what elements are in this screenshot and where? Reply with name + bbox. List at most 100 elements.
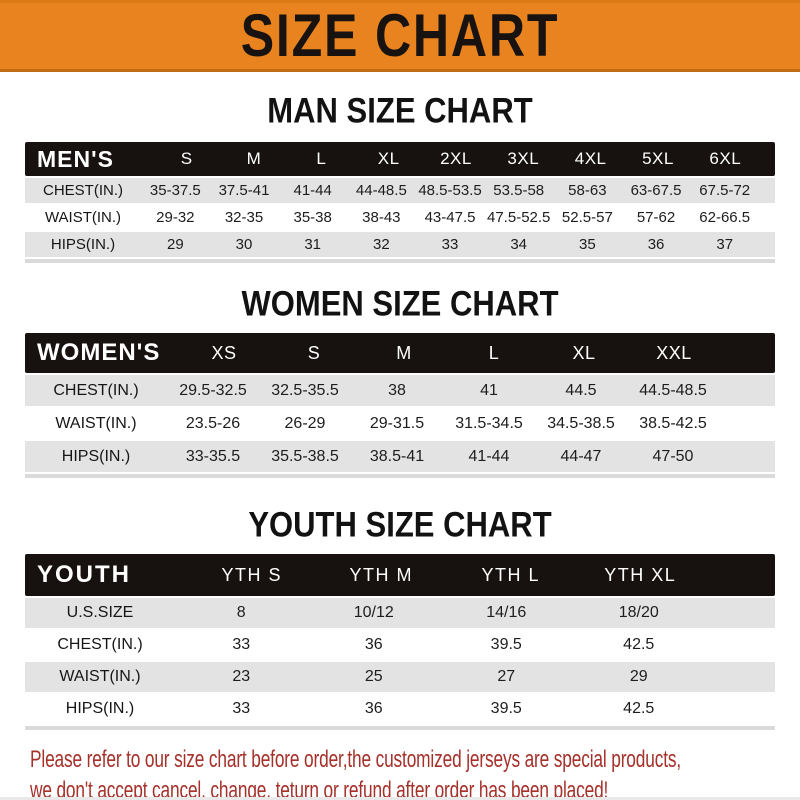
row-label: WAIST(IN.)	[59, 668, 141, 685]
size-cell: 35	[579, 236, 596, 253]
column-header: YTH XL	[604, 564, 677, 585]
size-cell: 26-29	[284, 414, 326, 432]
column-header: 4XL	[574, 149, 607, 168]
size-cell: 47.5-52.5	[487, 209, 551, 226]
row-label: WAIST(IN.)	[55, 414, 137, 432]
size-cell: 37	[716, 236, 734, 253]
size-cell: 25	[364, 668, 383, 685]
size-cell: 44.5	[565, 381, 597, 399]
row-label: HIPS(IN.)	[61, 447, 131, 465]
row-label: CHEST(IN.)	[57, 636, 143, 653]
column-header: 3XL	[507, 149, 540, 168]
size-cell: 32.5-35.5	[271, 381, 339, 399]
size-cell: 39.5	[490, 700, 522, 717]
table-header-label: YOUTH	[37, 561, 131, 588]
size-cell: 39.5	[490, 636, 522, 653]
table-bottom-strip	[25, 474, 775, 478]
column-header: S	[180, 149, 193, 168]
column-header: L	[316, 149, 327, 168]
mens-section-heading: MAN SIZE CHART	[267, 90, 533, 131]
size-cell: 23	[232, 668, 251, 685]
size-cell: 38.5-41	[369, 447, 425, 465]
row-label: WAIST(IN.)	[44, 209, 122, 226]
youth-section-heading: YOUTH SIZE CHART	[248, 504, 552, 545]
column-header: XL	[377, 149, 400, 168]
size-cell: 32-35	[224, 209, 264, 226]
size-cell: 33	[232, 636, 251, 653]
disclaimer-line-2: we don't accept cancel, change, teturn o…	[30, 777, 609, 800]
size-cell: 29-31.5	[369, 414, 425, 432]
banner-title: SIZE CHART	[240, 2, 560, 70]
table-row: WAIST(IN.) 23 25 27 29	[25, 662, 775, 692]
row-label: U.S.SIZE	[66, 604, 134, 621]
table-row: CHEST(IN.) 29.5-32.5 32.5-35.5 38 41 44.5 44.5…	[25, 375, 775, 406]
table-row: U.S.SIZE 8 10/12 14/16 18/20	[25, 598, 775, 628]
mens-size-table: MEN'S S M L XL 2XL 3XL 4XL 5XL 6XL CHEST(IN.) 35-37…	[25, 142, 775, 263]
size-cell: 10/12	[353, 604, 394, 621]
column-header: M	[246, 149, 262, 168]
size-cell: 33	[441, 236, 459, 253]
column-header: YTH M	[349, 564, 413, 585]
size-cell: 34	[510, 236, 528, 253]
size-cell: 44-47	[560, 447, 602, 465]
column-header: YTH L	[481, 564, 540, 585]
table-header-bar: WOMEN'S XS S M L XL XXL	[25, 333, 775, 373]
size-cell: 41	[480, 381, 498, 399]
size-cell: 18/20	[618, 604, 659, 621]
size-cell: 36	[647, 236, 665, 253]
size-cell: 38-43	[362, 209, 401, 226]
size-cell: 33-35.5	[185, 447, 241, 465]
size-cell: 41-44	[293, 182, 332, 199]
column-header: XS	[211, 342, 237, 363]
womens-section-heading: WOMEN SIZE CHART	[241, 283, 559, 324]
disclaimer-line-1: Please refer to our size chart before or…	[30, 746, 682, 773]
disclaimer: Please refer to our size chart before or…	[30, 744, 800, 800]
size-cell: 58-63	[568, 182, 607, 199]
size-cell: 44-48.5	[355, 182, 407, 199]
size-cell: 29.5-32.5	[179, 381, 247, 399]
row-label: CHEST(IN.)	[43, 182, 123, 199]
womens-size-table: WOMEN'S XS S M L XL XXL CHEST(IN.) 29.5-32.5 32.5…	[25, 333, 775, 478]
size-cell: 52.5-57	[561, 209, 613, 226]
size-cell: 37.5-41	[218, 182, 270, 199]
column-header: S	[307, 342, 321, 363]
size-cell: 35-38	[293, 209, 332, 226]
size-cell: 44.5-48.5	[639, 381, 707, 399]
column-header: M	[396, 342, 412, 363]
column-header: 5XL	[642, 149, 674, 168]
size-cell: 36	[364, 636, 383, 653]
size-cell: 34.5-38.5	[547, 414, 615, 432]
table-row: CHEST(IN.) 35-37.5 37.5-41 41-44 44-48.5 48.5…	[25, 178, 775, 203]
size-cell: 57-62	[636, 209, 676, 226]
size-cell: 27	[497, 668, 516, 685]
table-row: CHEST(IN.) 33 36 39.5 42.5	[25, 630, 775, 660]
table-header-bar: MEN'S S M L XL 2XL 3XL 4XL 5XL 6XL	[25, 142, 775, 176]
size-cell: 38	[388, 381, 406, 399]
size-cell: 48.5-53.5	[418, 182, 482, 199]
row-label: HIPS(IN.)	[65, 700, 135, 717]
size-cell: 30	[235, 236, 253, 253]
table-row: HIPS(IN.) 33 36 39.5 42.5	[25, 694, 775, 724]
table-row: WAIST(IN.) 29-32 32-35 35-38 38-43 43-47.5 47.…	[25, 205, 775, 230]
banner: SIZE CHART	[0, 0, 800, 72]
column-header: 6XL	[709, 149, 742, 168]
size-cell: 33	[232, 700, 251, 717]
size-cell: 29	[629, 668, 648, 685]
size-cell: 41-44	[468, 447, 510, 465]
row-label: CHEST(IN.)	[53, 381, 139, 399]
size-cell: 35.5-38.5	[271, 447, 339, 465]
size-cell: 14/16	[486, 604, 527, 621]
table-bottom-strip	[25, 726, 775, 730]
table-row: WAIST(IN.) 23.5-26 26-29 29-31.5 31.5-34.5 34…	[25, 408, 775, 439]
size-cell: 43-47.5	[424, 209, 476, 226]
size-cell: 31	[304, 236, 322, 253]
table-header-label: WOMEN'S	[37, 339, 161, 366]
size-cell: 35-37.5	[149, 182, 201, 199]
size-cell: 31.5-34.5	[455, 414, 523, 432]
size-cell: 23.5-26	[185, 414, 241, 432]
table-header-bar: YOUTH YTH S YTH M YTH L YTH XL	[25, 554, 775, 596]
size-cell: 53.5-58	[493, 182, 545, 199]
size-cell: 32	[373, 236, 390, 253]
size-cell: 47-50	[652, 447, 694, 465]
